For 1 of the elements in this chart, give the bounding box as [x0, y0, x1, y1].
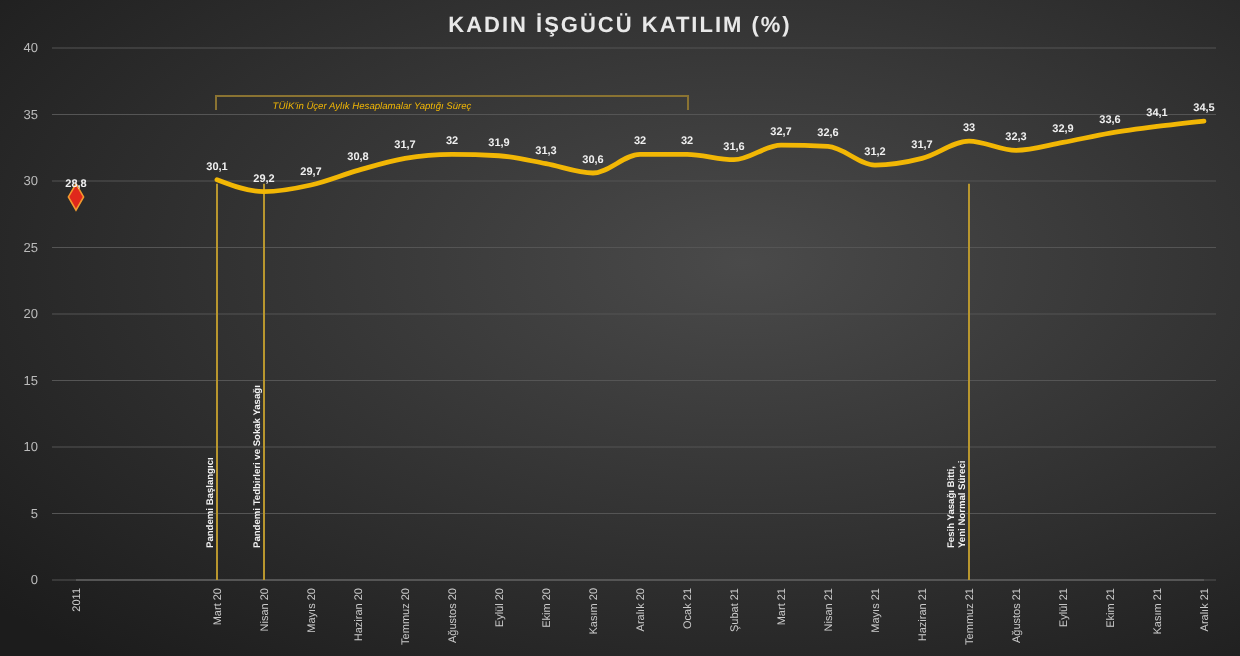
chart-title: KADIN İŞGÜCÜ KATILIM (%)	[448, 12, 792, 38]
